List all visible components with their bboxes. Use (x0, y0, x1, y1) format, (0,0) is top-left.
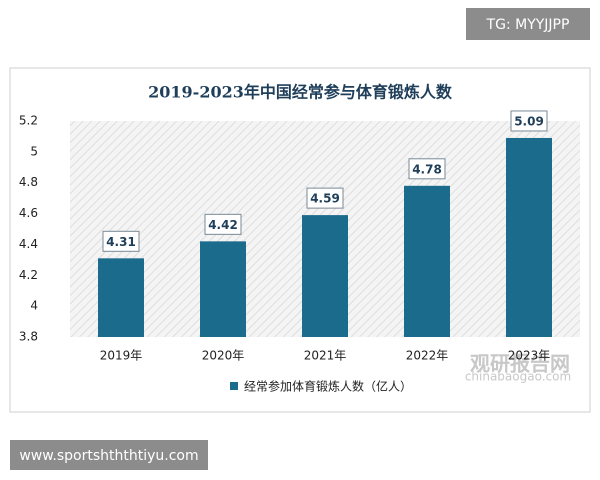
x-tick-label: 2023年 (508, 349, 551, 363)
bar (506, 137, 552, 337)
bar (404, 185, 450, 337)
legend-swatch (230, 382, 238, 390)
x-tick-label: 2019年 (100, 349, 143, 363)
value-label-box (408, 158, 446, 180)
value-label-box (102, 230, 140, 252)
y-tick-label: 5.2 (19, 114, 38, 128)
y-tick-label: 3.8 (19, 330, 38, 344)
legend-label: 经常参加体育锻炼人数（亿人） (244, 379, 412, 394)
site-text: www.sportshththtiyu.com (19, 448, 198, 464)
y-tick-label: 5 (30, 144, 38, 158)
y-tick-label: 4.2 (19, 268, 38, 282)
y-tick-label: 4 (30, 299, 38, 313)
tag-text: TG: MYYJJPP (486, 17, 570, 33)
y-tick-label: 4.6 (19, 206, 38, 220)
x-tick-label: 2020年 (202, 349, 245, 363)
chart-title: 2019-2023年中国经常参与体育锻炼人数 (148, 83, 453, 102)
bar (302, 215, 348, 337)
brand-url: chinabaogao.com (465, 370, 571, 384)
bar (200, 241, 246, 337)
value-label: 4.78 (412, 162, 442, 176)
brand-watermark: 观研报告网 (470, 352, 570, 376)
value-label: 4.31 (106, 235, 136, 249)
site-box (10, 440, 208, 470)
value-label-box (306, 187, 344, 209)
x-tick-label: 2021年 (304, 349, 347, 363)
value-label-box (204, 213, 242, 235)
tag-box (466, 8, 590, 40)
y-tick-label: 4.8 (19, 175, 38, 189)
y-tick-label: 4.4 (19, 237, 38, 251)
value-label: 4.42 (208, 218, 238, 232)
bar (98, 258, 144, 337)
value-label: 4.59 (310, 192, 340, 206)
value-label-box (510, 110, 548, 132)
value-label: 5.09 (514, 114, 544, 128)
x-tick-label: 2022年 (406, 349, 449, 363)
